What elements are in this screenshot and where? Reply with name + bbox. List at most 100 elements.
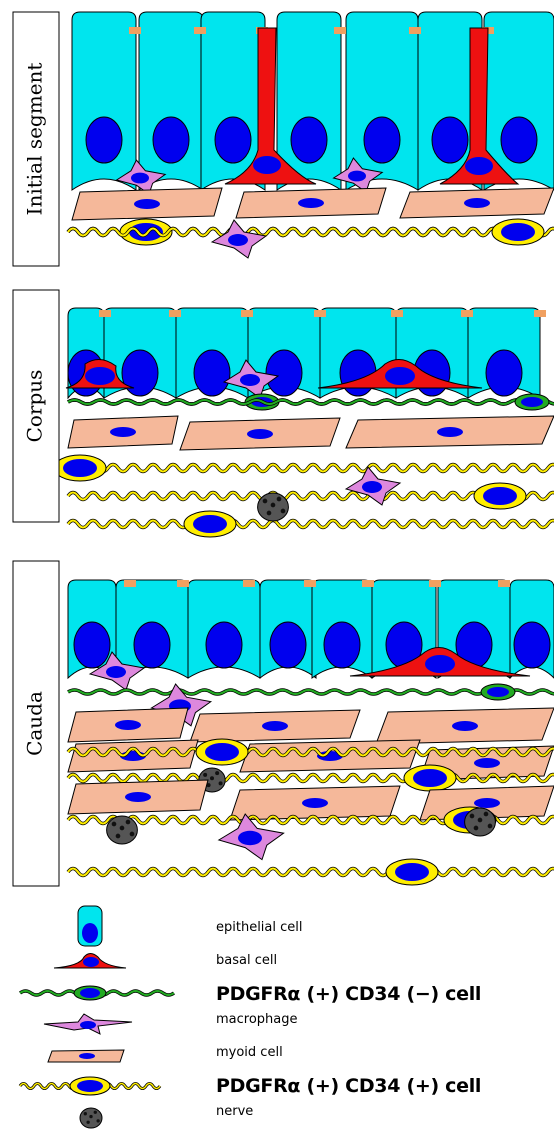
- nerve-fiber: [276, 496, 282, 502]
- tight-junction: [243, 580, 255, 587]
- myoid-nucleus: [110, 427, 136, 437]
- tight-junction: [194, 27, 206, 34]
- pdgfra-neg-process: [67, 689, 554, 695]
- panel-corpus: [53, 307, 554, 538]
- epithelial-nucleus: [323, 621, 361, 669]
- nerve-fiber: [119, 825, 125, 831]
- tight-junction: [304, 580, 316, 587]
- myoid-nucleus: [437, 427, 463, 437]
- nerve-fiber: [487, 823, 493, 829]
- tight-junction: [99, 310, 111, 317]
- macrophage-nucleus: [240, 374, 260, 386]
- epithelial-nucleus: [513, 621, 551, 669]
- legend-label-pdgfra-cd34-pos: PDGFRα (+) CD34 (+) cell: [216, 1075, 482, 1097]
- myoid-nucleus: [115, 720, 141, 730]
- epithelial-nucleus: [269, 621, 307, 669]
- nerve-fiber: [262, 498, 268, 504]
- macrophage-nucleus: [238, 830, 262, 846]
- myoid-nucleus: [317, 751, 343, 761]
- epithelial-nucleus: [152, 116, 190, 164]
- tight-junction: [498, 580, 510, 587]
- pdgfra-pos-process: [67, 463, 554, 473]
- nerve-fiber: [270, 502, 276, 508]
- myoid-nucleus: [298, 198, 324, 208]
- epithelial-nucleus: [339, 349, 377, 397]
- nerve-fiber: [206, 783, 211, 788]
- epithelial-nucleus: [290, 116, 328, 164]
- pdgfra-pos-process: [67, 867, 554, 877]
- basal-nucleus: [465, 157, 493, 175]
- myoid-nucleus: [464, 198, 490, 208]
- nerve-fiber: [93, 1110, 97, 1114]
- nerve-fiber: [218, 781, 223, 786]
- legend-macrophage-nucleus: [80, 1021, 96, 1029]
- pdgfra-pos-nucleus: [205, 743, 239, 761]
- legend-label-basal-cell: basal cell: [216, 953, 278, 968]
- macrophage-nucleus: [348, 170, 366, 182]
- legend-epithelial-nucleus: [82, 923, 98, 943]
- tight-junction: [391, 310, 403, 317]
- nerve-fiber: [83, 1112, 87, 1116]
- segment-label-box: [12, 11, 60, 267]
- pdgfra-pos-nucleus: [413, 769, 447, 787]
- tight-junction: [241, 310, 253, 317]
- tight-junction: [334, 27, 346, 34]
- pdgfra-pos-process: [67, 773, 554, 783]
- myoid-nucleus: [302, 798, 328, 808]
- nerve-fiber: [210, 776, 214, 781]
- epithelial-nucleus: [500, 116, 538, 164]
- epithelial-nucleus: [205, 621, 243, 669]
- myoid-nucleus: [452, 721, 478, 731]
- tight-junction: [362, 580, 374, 587]
- pdgfra-neg-process: [67, 399, 554, 405]
- pdgfra-pos-nucleus: [483, 487, 517, 505]
- segment-label: Initial segment: [23, 63, 47, 216]
- segment-label: Corpus: [23, 370, 47, 443]
- basal-cell-tall: [224, 27, 317, 185]
- basal-nucleus: [85, 367, 115, 385]
- epithelial-nucleus: [363, 116, 401, 164]
- nerve-fiber: [111, 821, 117, 827]
- macrophage-nucleus: [106, 666, 126, 678]
- macrophage-nucleus: [131, 172, 149, 184]
- tight-junction: [124, 580, 136, 587]
- legend-pos-nucleus: [77, 1080, 103, 1092]
- epithelial-nucleus: [193, 349, 231, 397]
- nerve-fiber: [129, 831, 135, 837]
- epithelial-nucleus: [121, 349, 159, 397]
- tight-junction: [409, 27, 421, 34]
- tight-junction: [314, 310, 326, 317]
- nerve-fiber: [89, 1114, 93, 1119]
- basal-nucleus: [253, 156, 281, 174]
- basal-nucleus: [385, 367, 415, 385]
- nerve-fiber: [469, 813, 475, 819]
- nerve-fiber: [215, 771, 220, 776]
- epithelial-nucleus: [485, 349, 523, 397]
- basal-nucleus: [425, 655, 455, 673]
- legend-label-macrophage: macrophage: [216, 1012, 298, 1027]
- epithelial-nucleus: [133, 621, 171, 669]
- macrophage-nucleus: [362, 481, 382, 493]
- tight-junction: [129, 27, 141, 34]
- myoid-nucleus: [262, 721, 288, 731]
- nerve-fiber: [266, 510, 272, 516]
- myoid-nucleus: [125, 792, 151, 802]
- nerve-fiber: [473, 825, 479, 831]
- panel-cauda: [66, 579, 554, 886]
- legend-label-pdgfra-cd34-neg: PDGFRα (+) CD34 (−) cell: [216, 983, 482, 1005]
- tight-junction: [429, 580, 441, 587]
- nerve-fiber: [125, 819, 131, 825]
- legend-label-epithelial-cell: epithelial cell: [216, 920, 303, 935]
- epithelial-nucleus: [265, 349, 303, 397]
- tight-junction: [177, 580, 189, 587]
- epithelial-nucleus: [431, 116, 469, 164]
- segment-label-box: [12, 560, 60, 887]
- pdgfra-pos-nucleus: [193, 515, 227, 533]
- myoid-nucleus: [247, 429, 273, 439]
- pdgfra-pos-nucleus: [63, 459, 97, 477]
- macrophage-nucleus: [228, 234, 248, 246]
- nerve-fiber: [115, 833, 121, 839]
- myoid-nucleus: [134, 199, 160, 209]
- legend-basal-nucleus: [83, 957, 99, 967]
